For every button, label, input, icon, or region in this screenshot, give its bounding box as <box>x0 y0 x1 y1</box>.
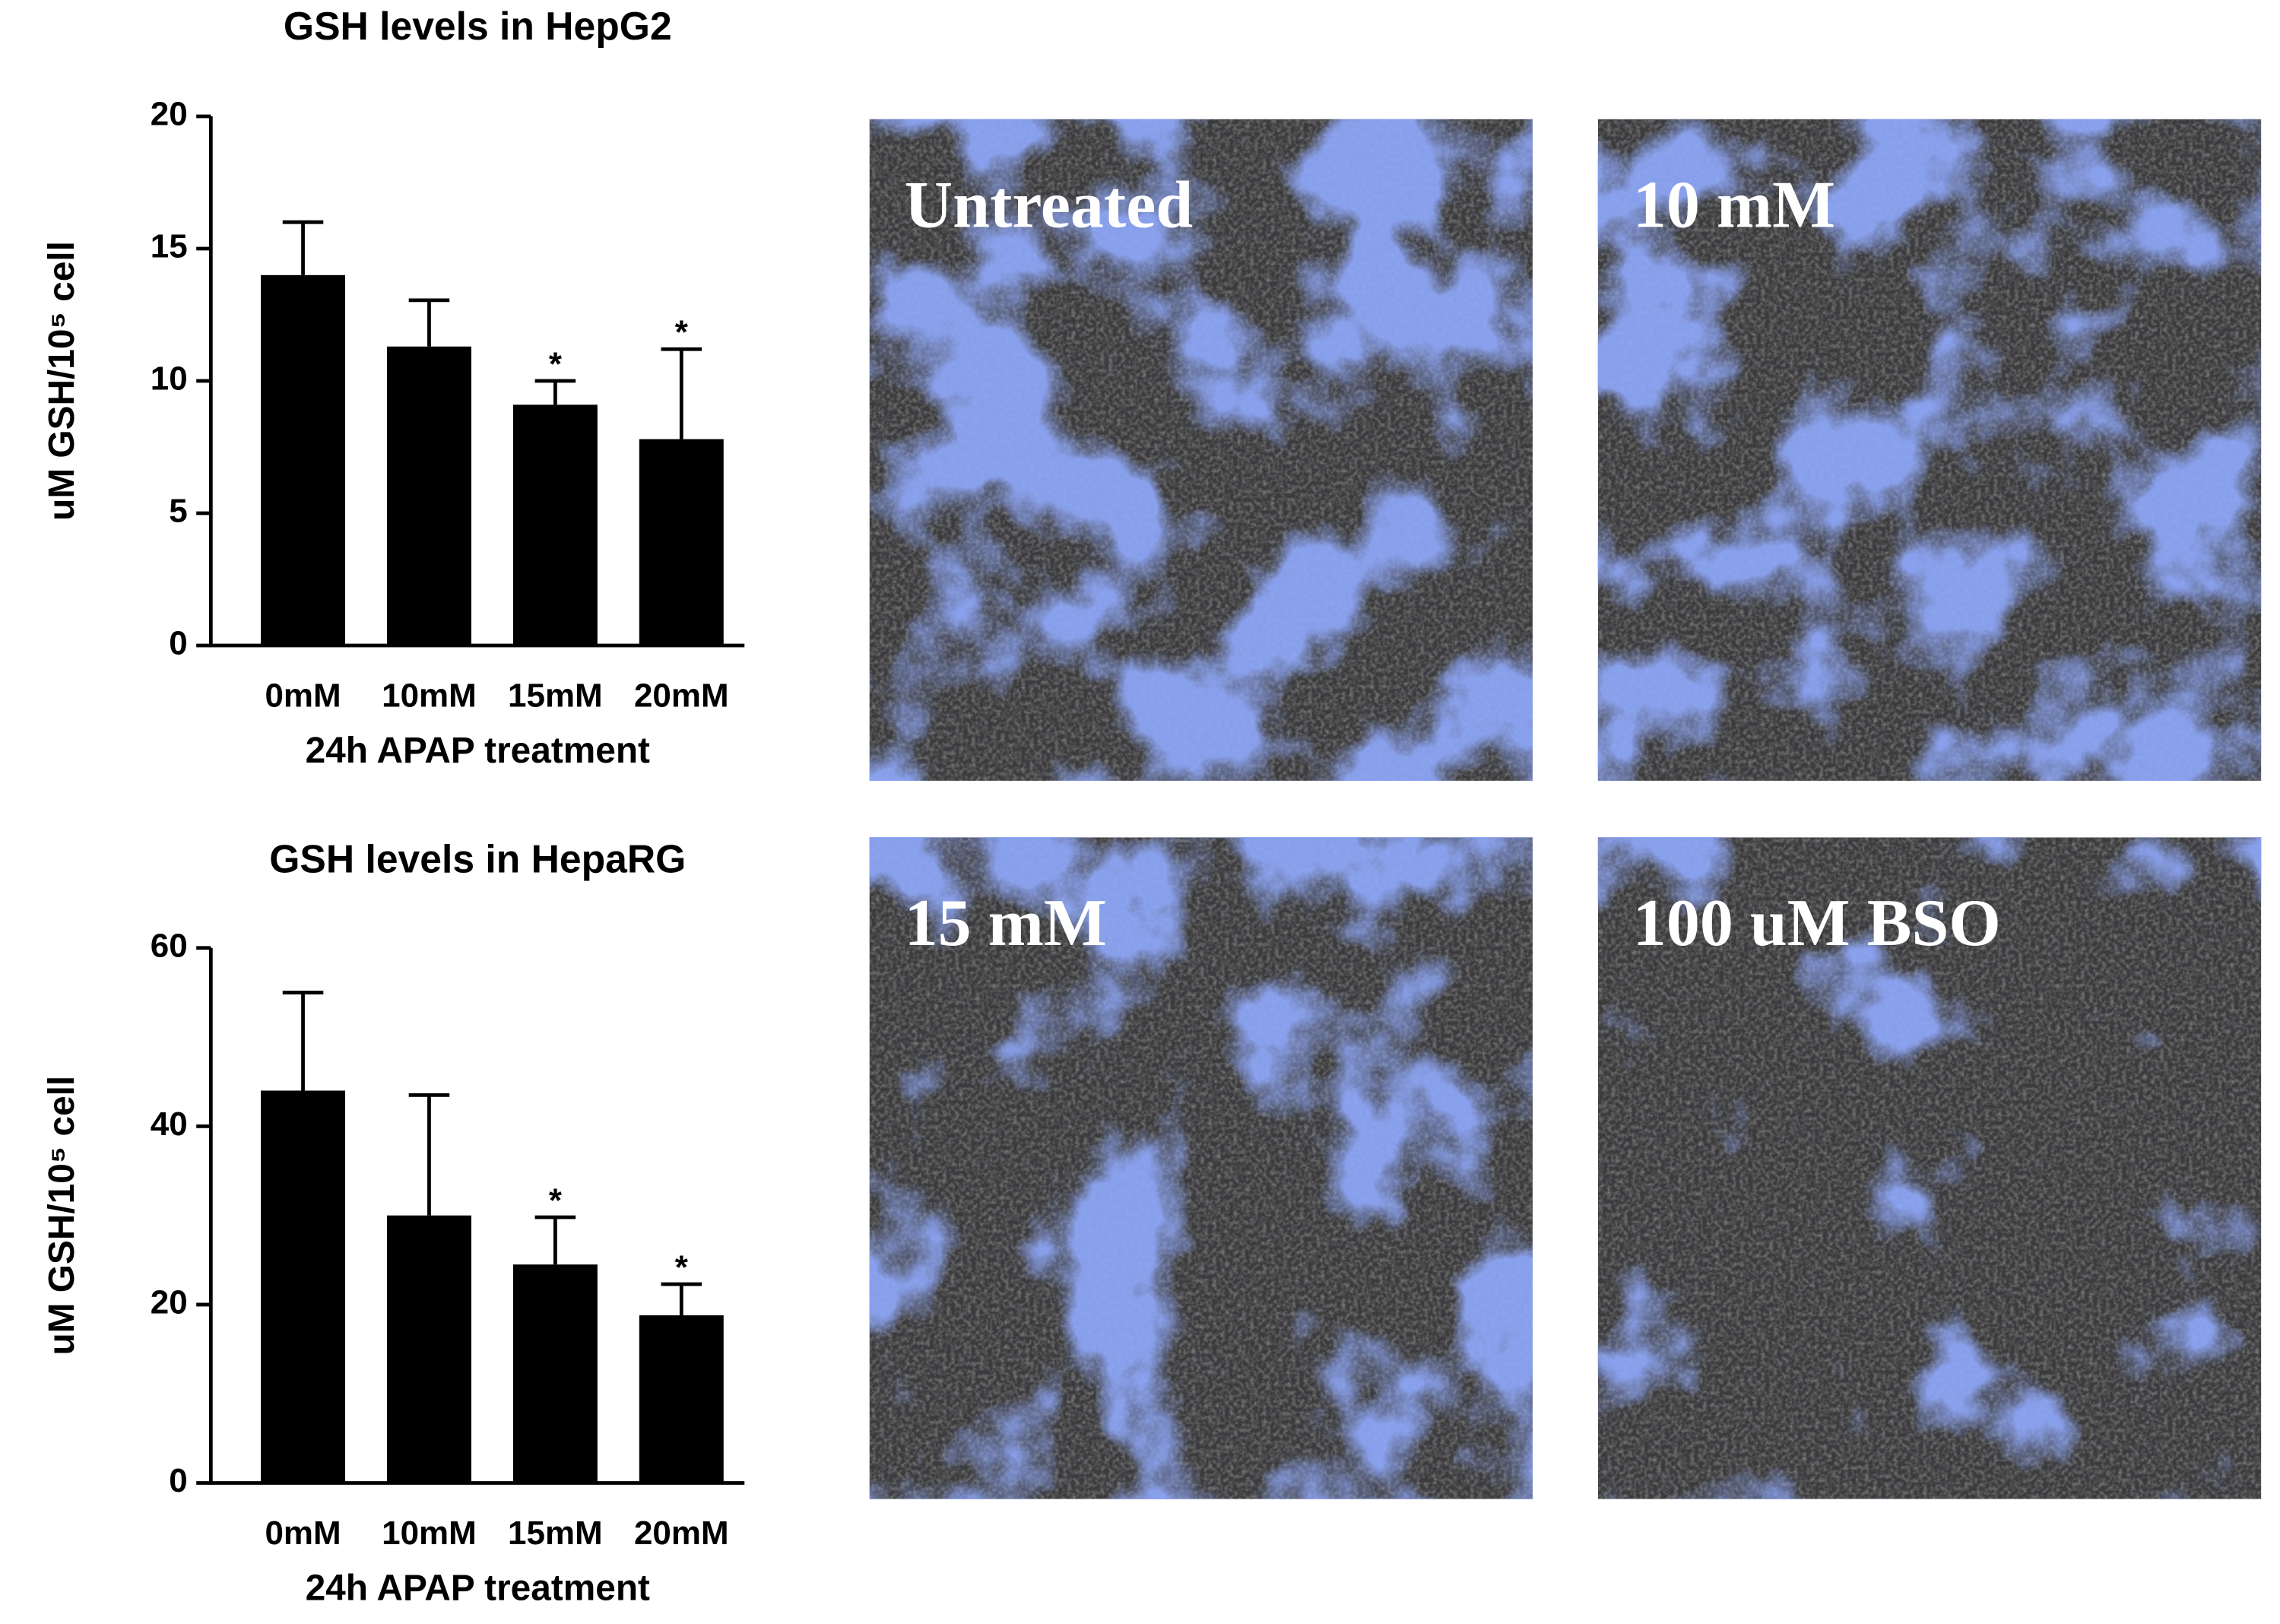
bar <box>386 1215 471 1483</box>
micrograph-stain <box>869 119 1533 781</box>
y-tick-label: 0 <box>169 625 187 662</box>
image-label: 15 mM <box>905 887 1107 960</box>
image-label: 100 uM BSO <box>1633 887 2001 960</box>
x-tick-label: 20mM <box>634 1515 729 1552</box>
x-axis-label: 24h APAP treatment <box>306 1568 650 1609</box>
x-tick-label: 10mM <box>382 1515 477 1552</box>
y-tick-label: 5 <box>169 493 187 530</box>
y-tick-label: 0 <box>169 1462 187 1499</box>
chart-title: GSH levels in HepG2 <box>284 4 672 48</box>
x-tick-label: 0mM <box>265 677 341 715</box>
significance-marker: * <box>549 346 563 383</box>
micrograph-stain <box>1597 119 2262 781</box>
bar <box>261 1090 346 1483</box>
bar <box>639 1315 724 1483</box>
x-tick-label: 15mM <box>508 1515 603 1552</box>
x-tick-label: 15mM <box>508 677 603 715</box>
bar <box>512 404 598 646</box>
bar <box>512 1264 598 1483</box>
micrograph-stain <box>869 837 1533 1499</box>
x-axis-label: 24h APAP treatment <box>306 731 650 771</box>
y-tick-label: 20 <box>151 96 188 133</box>
y-tick-label: 15 <box>151 228 188 265</box>
y-axis-label: uM GSH/10⁵ cell <box>42 241 82 521</box>
image-label: 10 mM <box>1633 168 1835 242</box>
y-axis-label: uM GSH/10⁵ cell <box>42 1076 82 1356</box>
x-tick-label: 20mM <box>634 677 729 715</box>
y-tick-label: 20 <box>151 1284 188 1321</box>
y-tick-label: 10 <box>151 360 188 398</box>
bar <box>386 346 471 646</box>
micrograph-stain <box>1597 837 2262 1499</box>
y-tick-label: 40 <box>151 1105 188 1143</box>
x-tick-label: 0mM <box>265 1515 341 1552</box>
y-tick-label: 60 <box>151 927 188 964</box>
significance-marker: * <box>549 1182 563 1220</box>
image-label: Untreated <box>905 168 1194 242</box>
significance-marker: * <box>675 1248 689 1286</box>
x-tick-label: 10mM <box>382 677 477 715</box>
significance-marker: * <box>675 314 689 351</box>
bar <box>261 274 346 646</box>
bar <box>639 439 724 646</box>
chart-title: GSH levels in HepaRG <box>269 837 686 881</box>
